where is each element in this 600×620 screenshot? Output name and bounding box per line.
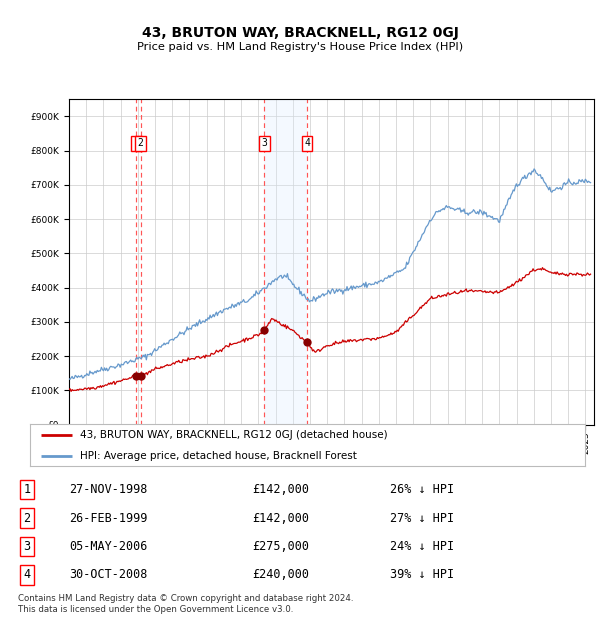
Text: 3: 3 xyxy=(261,138,267,148)
Text: £142,000: £142,000 xyxy=(252,512,309,525)
Text: Contains HM Land Registry data © Crown copyright and database right 2024.: Contains HM Land Registry data © Crown c… xyxy=(18,593,353,603)
Text: 26% ↓ HPI: 26% ↓ HPI xyxy=(390,483,454,496)
Text: 30-OCT-2008: 30-OCT-2008 xyxy=(69,569,148,582)
Text: 1: 1 xyxy=(133,138,139,148)
Text: 4: 4 xyxy=(23,569,31,582)
Text: £240,000: £240,000 xyxy=(252,569,309,582)
Bar xyxy=(264,99,307,425)
Text: 39% ↓ HPI: 39% ↓ HPI xyxy=(390,569,454,582)
Text: 3: 3 xyxy=(23,540,31,553)
Text: £275,000: £275,000 xyxy=(252,540,309,553)
Text: 2: 2 xyxy=(137,138,143,148)
Text: Price paid vs. HM Land Registry's House Price Index (HPI): Price paid vs. HM Land Registry's House … xyxy=(137,42,463,52)
Text: 27-NOV-1998: 27-NOV-1998 xyxy=(69,483,148,496)
Text: 1: 1 xyxy=(23,483,31,496)
Text: This data is licensed under the Open Government Licence v3.0.: This data is licensed under the Open Gov… xyxy=(18,604,293,614)
Text: 24% ↓ HPI: 24% ↓ HPI xyxy=(390,540,454,553)
Text: 27% ↓ HPI: 27% ↓ HPI xyxy=(390,512,454,525)
Text: 26-FEB-1999: 26-FEB-1999 xyxy=(69,512,148,525)
Text: 43, BRUTON WAY, BRACKNELL, RG12 0GJ (detached house): 43, BRUTON WAY, BRACKNELL, RG12 0GJ (det… xyxy=(80,430,388,440)
Text: 4: 4 xyxy=(304,138,310,148)
Text: 05-MAY-2006: 05-MAY-2006 xyxy=(69,540,148,553)
Text: 2: 2 xyxy=(23,512,31,525)
Text: £142,000: £142,000 xyxy=(252,483,309,496)
Text: HPI: Average price, detached house, Bracknell Forest: HPI: Average price, detached house, Brac… xyxy=(80,451,357,461)
Text: 43, BRUTON WAY, BRACKNELL, RG12 0GJ: 43, BRUTON WAY, BRACKNELL, RG12 0GJ xyxy=(142,26,458,40)
